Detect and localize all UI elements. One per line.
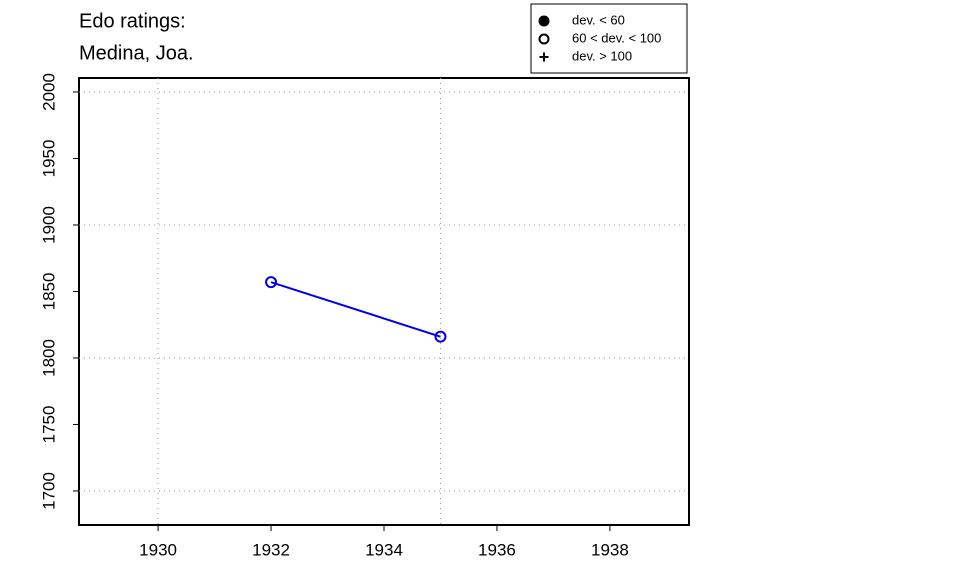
marker bbox=[265, 276, 278, 289]
chart-title: Medina, Joa. bbox=[79, 42, 194, 64]
legend-symbol bbox=[538, 33, 550, 45]
y-tick-label: 1850 bbox=[39, 273, 58, 311]
x-tick-label: 1936 bbox=[478, 540, 516, 559]
y-tick-label: 1950 bbox=[39, 140, 58, 178]
y-tick-label: 1700 bbox=[39, 472, 58, 510]
marker bbox=[434, 330, 447, 343]
legend-label: 60 < dev. < 100 bbox=[572, 30, 661, 45]
legend-box bbox=[530, 3, 688, 74]
y-tick-label: 1750 bbox=[39, 406, 58, 444]
y-tick-label: 1800 bbox=[39, 339, 58, 377]
legend-label: dev. > 100 bbox=[572, 48, 632, 63]
chart-title: Edo ratings: bbox=[79, 10, 186, 32]
legend-label: dev. < 60 bbox=[572, 12, 625, 27]
legend-symbol bbox=[539, 52, 549, 62]
y-tick-label: 2000 bbox=[39, 73, 58, 111]
x-tick-label: 1938 bbox=[591, 540, 629, 559]
plot-frame bbox=[78, 77, 690, 526]
y-tick-label: 1900 bbox=[39, 206, 58, 244]
line bbox=[270, 281, 441, 338]
x-tick-label: 1932 bbox=[252, 540, 290, 559]
x-tick-label: 1934 bbox=[365, 540, 403, 559]
legend-symbol bbox=[538, 15, 550, 27]
x-tick-label: 1930 bbox=[139, 540, 177, 559]
